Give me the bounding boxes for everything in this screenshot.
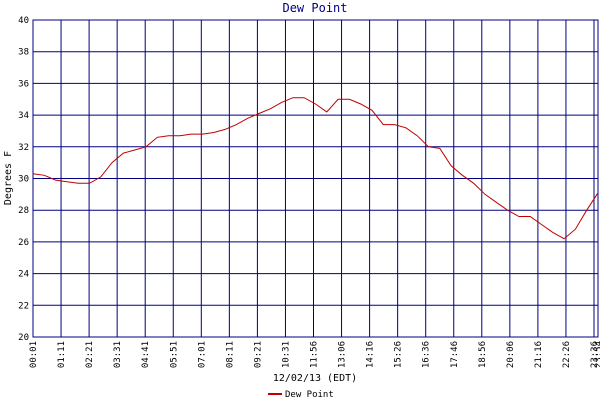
x-tick-label: 20:06 <box>506 341 516 368</box>
x-tick-label: 17:46 <box>450 341 460 368</box>
y-tick-label: 40 <box>18 16 29 26</box>
x-tick-label: 11:56 <box>310 341 320 368</box>
x-tick-label: 14:16 <box>366 341 376 368</box>
y-tick-label: 20 <box>18 333 29 343</box>
y-tick-label: 24 <box>18 270 29 280</box>
x-tick-label: 22:26 <box>562 341 572 368</box>
y-axis-title: Degrees F <box>3 151 14 205</box>
chart-title: Dew Point <box>282 1 347 15</box>
legend-label: Dew Point <box>285 390 334 400</box>
y-tick-label: 28 <box>18 206 29 216</box>
x-tick-label: 01:11 <box>57 341 67 368</box>
x-tick-label: 13:06 <box>338 341 348 368</box>
x-tick-label: 00:01 <box>29 341 39 368</box>
x-tick-label: 07:01 <box>197 341 207 368</box>
y-tick-label: 38 <box>18 48 29 58</box>
x-tick-label: 10:31 <box>281 341 291 368</box>
x-tick-label: 15:26 <box>394 341 404 368</box>
x-tick-label: 18:56 <box>478 341 488 368</box>
x-axis-title: 12/02/13 (EDT) <box>273 373 357 384</box>
x-tick-label: 23:36 <box>590 341 600 368</box>
x-tick-label: 02:21 <box>85 341 95 368</box>
x-tick-label: 09:21 <box>253 341 263 368</box>
x-tick-label: 21:16 <box>534 341 544 368</box>
y-tick-label: 30 <box>18 175 29 185</box>
y-tick-label: 26 <box>18 238 29 248</box>
x-tick-label: 16:36 <box>422 341 432 368</box>
y-tick-label: 36 <box>18 79 29 89</box>
x-tick-label: 03:31 <box>113 341 123 368</box>
x-tick-label: 04:41 <box>141 341 151 368</box>
y-tick-label: 32 <box>18 143 29 153</box>
x-tick-label: 23:54 <box>594 341 600 368</box>
x-tick-label: 08:11 <box>225 341 235 368</box>
y-tick-label: 34 <box>18 111 29 121</box>
x-tick-label: 05:51 <box>169 341 179 368</box>
y-tick-label: 22 <box>18 301 29 311</box>
plot-border <box>32 19 599 338</box>
data-line <box>32 97 599 240</box>
